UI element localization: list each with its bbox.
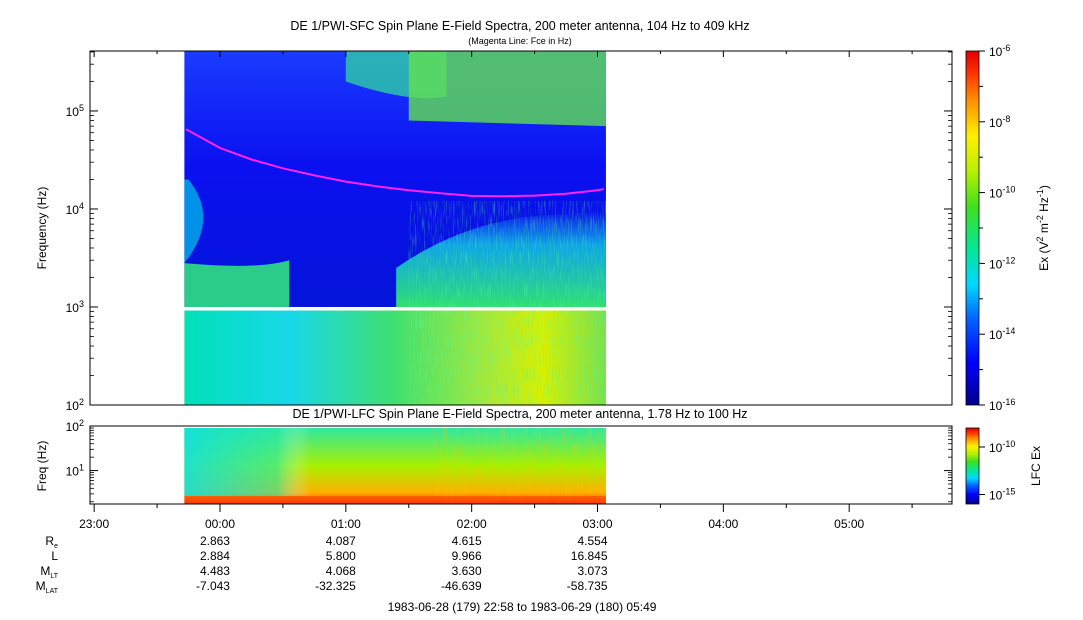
date-range-label: 1983-06-28 (179) 22:58 to 1983-06-29 (18…	[388, 600, 657, 614]
time-tick-label: 23:00	[79, 517, 109, 531]
ephemeris-value: -58.735	[567, 579, 608, 593]
sfc-colorbar-tick-label: 10-10	[989, 185, 1015, 201]
sfc-hiss-region	[184, 260, 290, 307]
sfc-colorbar	[965, 50, 980, 406]
lfc-tick-label: 101	[66, 463, 84, 479]
sfc-colorbar-tick-label: 10-8	[989, 114, 1010, 130]
sfc-y-axis: 102 103 104 105	[66, 51, 952, 413]
lfc-title: DE 1/PWI-LFC Spin Plane E-Field Spectra,…	[292, 407, 747, 421]
sfc-high-band-texture	[408, 201, 606, 307]
sfc-tick-label: 102	[66, 397, 84, 413]
sfc-subtitle: (Magenta Line: Fce in Hz)	[468, 36, 572, 46]
ephemeris-value: 4.554	[577, 534, 607, 548]
lfc-colorbar-tick-label: 10-15	[989, 487, 1015, 503]
sfc-cyan-edge	[184, 179, 204, 264]
time-tick-label: 03:00	[582, 517, 612, 531]
ephemeris-value: -7.043	[196, 579, 230, 593]
lfc-texture	[433, 428, 606, 504]
ephemeris-value: 4.087	[326, 534, 356, 548]
ephemeris-value: 4.615	[452, 534, 482, 548]
ephemeris-value: 2.863	[200, 534, 230, 548]
sfc-colorbar-tick-label: 10-12	[989, 255, 1015, 271]
time-axis: 23:00 00:00 01:00 02:00 03:00 04:00 05:00	[79, 51, 913, 531]
time-tick-label: 04:00	[708, 517, 738, 531]
lfc-spectrogram-image	[184, 428, 606, 504]
ephemeris-value: 3.073	[577, 564, 607, 578]
sfc-title: DE 1/PWI-SFC Spin Plane E-Field Spectra,…	[290, 19, 749, 33]
ephemeris-row-label: L	[51, 549, 58, 563]
lfc-colorbar-label: LFC Ex	[1029, 446, 1043, 486]
lfc-y-axis-label: Freq (Hz)	[35, 441, 49, 492]
sfc-spectrogram-panel: DE 1/PWI-SFC Spin Plane E-Field Spectra,…	[35, 19, 1051, 413]
lfc-colorbar	[965, 427, 980, 505]
sfc-colorbar-tick-label: 10-16	[989, 397, 1015, 413]
lfc-colorbar-ticks: 10-10 10-15	[979, 439, 1015, 503]
ephemeris-value: 4.483	[200, 564, 230, 578]
ephemeris-row-label: MLT	[40, 564, 58, 580]
ephemeris-value: -32.325	[315, 579, 356, 593]
sfc-tick-label: 103	[66, 299, 84, 315]
sfc-tick-label: 104	[66, 201, 84, 217]
ephemeris-value: 5.800	[326, 549, 356, 563]
ephemeris-value: 16.845	[571, 549, 608, 563]
sfc-tick-label: 105	[66, 103, 84, 119]
sfc-colorbar-tick-label: 10-14	[989, 326, 1015, 342]
sfc-akr-right	[408, 51, 606, 127]
ephemeris-value: 9.966	[452, 549, 482, 563]
time-tick-label: 01:00	[331, 517, 361, 531]
sfc-colorbar-ticks: 10-6 10-8 10-10 10-12 10-14 10-16	[979, 43, 1015, 413]
ephemeris-value: 4.068	[326, 564, 356, 578]
ephemeris-value: 3.630	[452, 564, 482, 578]
ephemeris-table: Re 2.863 4.087 4.615 4.554 L 2.884 5.800 9.966 16…	[36, 534, 608, 595]
ephemeris-value: -46.639	[441, 579, 482, 593]
sfc-band-gap	[184, 306, 606, 311]
lfc-y-axis: 101 102	[66, 418, 952, 503]
sfc-plot-frame	[89, 50, 953, 406]
ephemeris-row-label: MLAT	[36, 579, 59, 595]
lfc-low-band	[184, 496, 606, 504]
time-tick-label: 02:00	[457, 517, 487, 531]
ephemeris-value: 2.884	[200, 549, 230, 563]
sfc-spectrogram-image	[184, 51, 606, 405]
lfc-colorbar-tick-label: 10-10	[989, 439, 1015, 455]
sfc-y-axis-label: Frequency (Hz)	[35, 187, 49, 270]
sfc-colorbar-tick-label: 10-6	[989, 43, 1010, 59]
time-tick-label: 00:00	[205, 517, 235, 531]
time-tick-label: 05:00	[834, 517, 864, 531]
lfc-tick-label: 102	[66, 418, 84, 434]
ephemeris-row-label: Re	[45, 534, 58, 550]
sfc-colorbar-label: Ex (V2 m-2 Hz-1)	[1035, 185, 1051, 271]
lfc-spectrogram-panel: DE 1/PWI-LFC Spin Plane E-Field Spectra,…	[35, 407, 1043, 505]
sfc-low-band-texture	[408, 310, 606, 405]
fce-line	[185, 128, 605, 198]
lfc-plot-frame	[89, 425, 953, 505]
